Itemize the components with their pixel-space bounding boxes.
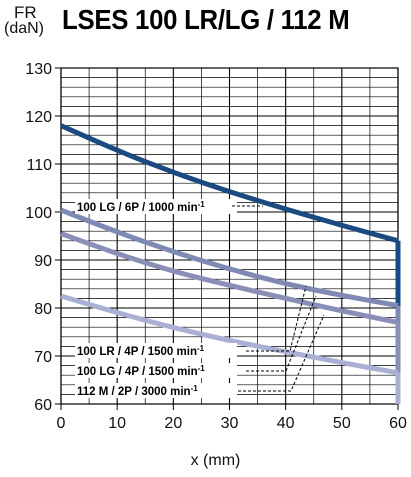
- series-line: [60, 293, 399, 376]
- y-tick-label: 90: [34, 253, 52, 270]
- series-label-bg: [75, 199, 237, 214]
- y-tick-label: 130: [25, 61, 52, 78]
- series-label-superscript: -1: [191, 384, 199, 393]
- series-label: 112 M / 2P / 3000 min-1: [77, 384, 198, 398]
- x-axis-label: x (mm): [190, 452, 241, 469]
- series-label-bg: [75, 383, 237, 398]
- chart-title: LSES 100 LR/LG / 112 M: [62, 4, 350, 35]
- series-label-bg: [75, 343, 237, 358]
- x-tick-label: 20: [164, 415, 182, 432]
- series-label-leader: [246, 295, 317, 372]
- x-tick-label: 0: [57, 415, 66, 432]
- series-label: 100 LR / 4P / 1500 min-1: [77, 344, 205, 358]
- series-line: [60, 231, 399, 325]
- series-label-bg: [75, 363, 237, 378]
- y-axis-symbol: FR: [14, 3, 37, 22]
- y-tick-label: 110: [26, 157, 52, 174]
- series-line: [60, 207, 399, 309]
- y-tick-label: 120: [25, 109, 52, 126]
- x-tick-label: 30: [221, 415, 239, 432]
- series-line: [59, 123, 399, 244]
- x-tick-label: 10: [108, 415, 126, 432]
- series-label-superscript: -1: [198, 200, 206, 209]
- series-label-superscript: -1: [198, 364, 206, 373]
- series-label-leader: [238, 314, 325, 392]
- x-tick-label: 40: [277, 415, 295, 432]
- y-tick-label: 70: [34, 349, 52, 366]
- series-label-superscript: -1: [197, 344, 205, 353]
- x-tick-label: 60: [389, 415, 407, 432]
- x-tick-label: 50: [333, 415, 351, 432]
- y-tick-label: 80: [34, 301, 52, 318]
- series-label: 100 LG / 4P / 1500 min-1: [77, 364, 205, 378]
- series-label: 100 LG / 6P / 1000 min-1: [77, 200, 205, 214]
- y-tick-label: 60: [34, 397, 52, 414]
- y-axis-unit: (daN): [4, 20, 45, 37]
- y-tick-label: 100: [25, 205, 52, 222]
